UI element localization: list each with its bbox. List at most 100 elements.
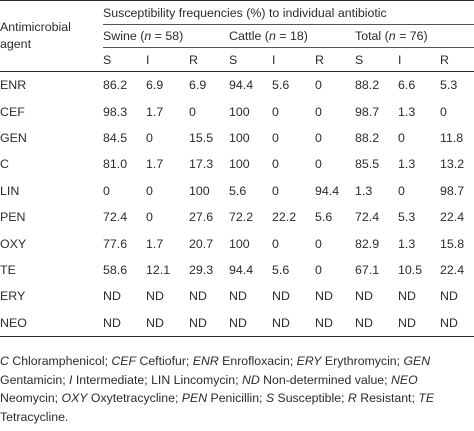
footnote-definition: Intermediate; [72,372,152,387]
value-cell: ND [272,289,290,304]
value-cell: 5.6 [272,262,290,277]
footnote-definition: Erythromycin; [321,354,404,368]
value-cell: 58.6 [103,262,128,277]
value-cell: ND [315,315,333,330]
value-cell: ND [315,289,333,304]
value-cell: 22.4 [440,210,465,225]
value-cell: 0 [315,104,322,119]
agent-header-text: Antimicrobial agent [0,20,71,51]
value-cell: 81.0 [103,157,128,172]
value-cell: 82.9 [355,236,380,251]
group-header: Susceptibility frequencies (%) to indivi… [103,0,474,25]
value-cell: 0 [315,262,322,277]
value-cell: 0 [272,183,279,198]
footnote-abbr: ERY [296,354,322,368]
value-cell: ND [189,289,207,304]
value-cell: 94.4 [229,78,254,93]
value-cell: 0 [315,78,322,93]
sub-header-s: S [103,52,112,67]
value-cell: 0 [440,104,447,119]
sub-header-i: I [272,52,276,67]
value-cell: 100 [229,236,250,251]
value-cell: ND [103,289,121,304]
sub-header-r: R [315,52,324,67]
value-cell: 0 [272,104,279,119]
agent-cell: NEO [0,315,27,330]
agent-cell: CEF [0,104,25,119]
value-cell: 5.6 [272,78,290,93]
table-body: ENR 86.2 6.9 6.9 94.4 5.6 0 88.2 6.6 5.3 CEF 98.3 1.… [0,72,474,337]
group-label: Total (n = 76) [355,29,428,43]
value-cell: 5.3 [440,78,458,93]
group-row: Swine (n = 58) Cattle (n = 18) Total (n = … [0,24,474,48]
footnote-abbr: TE [418,391,435,406]
footnote-definition: Resistant; [356,391,419,406]
footnote-abbr: GEN [403,354,431,368]
table-row: ENR 86.2 6.9 6.9 94.4 5.6 0 88.2 6.6 5.3 [0,72,474,99]
value-cell: 5.6 [229,183,247,198]
value-cell: ND [440,315,458,330]
footnote-definition: Chloramphenicol; [8,354,112,368]
value-cell: ND [229,289,247,304]
value-cell: 88.2 [355,78,380,93]
agent-cell: ERY [0,289,26,304]
value-cell: 94.4 [229,262,254,277]
value-cell: ND [355,289,373,304]
sub-header-r: R [189,52,198,67]
footnote-abbr: ND [241,372,260,387]
value-cell: 1.3 [355,183,373,198]
footnote-definition: Tetracycline. [0,409,69,424]
value-cell: 6.9 [146,78,164,93]
value-cell: 0 [146,130,153,145]
sub-header-s: S [355,52,364,67]
group-label: Swine (n = 58) [103,29,184,43]
value-cell: ND [229,315,247,330]
value-cell: ND [146,289,164,304]
table-row: OXY 77.6 1.7 20.7 100 0 0 82.9 1.3 15.8 [0,230,474,256]
group-swine: Swine (n = 58) [103,24,229,48]
sub-header-r: R [440,52,449,67]
value-cell: 17.3 [189,157,214,172]
footnote-definition: Lincomycin; [170,372,242,387]
susceptibility-table: Antimicrobial agent Susceptibility frequ… [0,0,474,337]
footnote-abbr: OXY [61,391,88,406]
value-cell: 0 [189,104,196,119]
value-cell: 22.4 [440,262,465,277]
sub-header-i: I [146,52,150,67]
value-cell: ND [398,289,416,304]
sub-header-i: I [398,52,402,67]
agent-cell: OXY [0,236,27,251]
agent-cell: LIN [0,183,20,198]
group-total: Total (n = 76) [355,24,474,48]
footnote-abbr: I [69,372,73,387]
value-cell: 6.6 [398,78,416,93]
value-cell: 1.7 [146,236,164,251]
footnote-abbr: S [265,391,275,406]
footnote-definition: Susceptible; [274,391,348,406]
value-cell: 13.2 [440,157,465,172]
value-cell: 12.1 [146,262,171,277]
value-cell: 88.2 [355,130,380,145]
value-cell: 15.5 [189,130,214,145]
value-cell: 1.7 [146,157,164,172]
value-cell: 15.8 [440,236,465,251]
value-cell: 100 [229,157,250,172]
value-cell: 67.1 [355,262,380,277]
value-cell: 77.6 [103,236,128,251]
value-cell: ND [103,315,121,330]
value-cell: 98.7 [440,183,465,198]
footnote-definition: Oxytetracycline; [87,391,182,406]
value-cell: 11.8 [440,130,464,145]
footnote-abbr: NEO [390,372,418,387]
value-cell: 98.3 [103,104,128,119]
value-cell: ND [355,315,373,330]
table-row: GEN 84.5 0 15.5 100 0 0 88.2 0 11.8 [0,125,474,151]
table-footnote: C Chloramphenicol; CEF Ceftiofur; ENR En… [0,352,470,426]
value-cell: 0 [272,236,279,251]
value-cell: 86.2 [103,78,128,93]
footnote-definition: Non-determined value; [259,372,391,387]
footnote-abbr: LIN [151,372,171,387]
value-cell: 0 [398,183,405,198]
